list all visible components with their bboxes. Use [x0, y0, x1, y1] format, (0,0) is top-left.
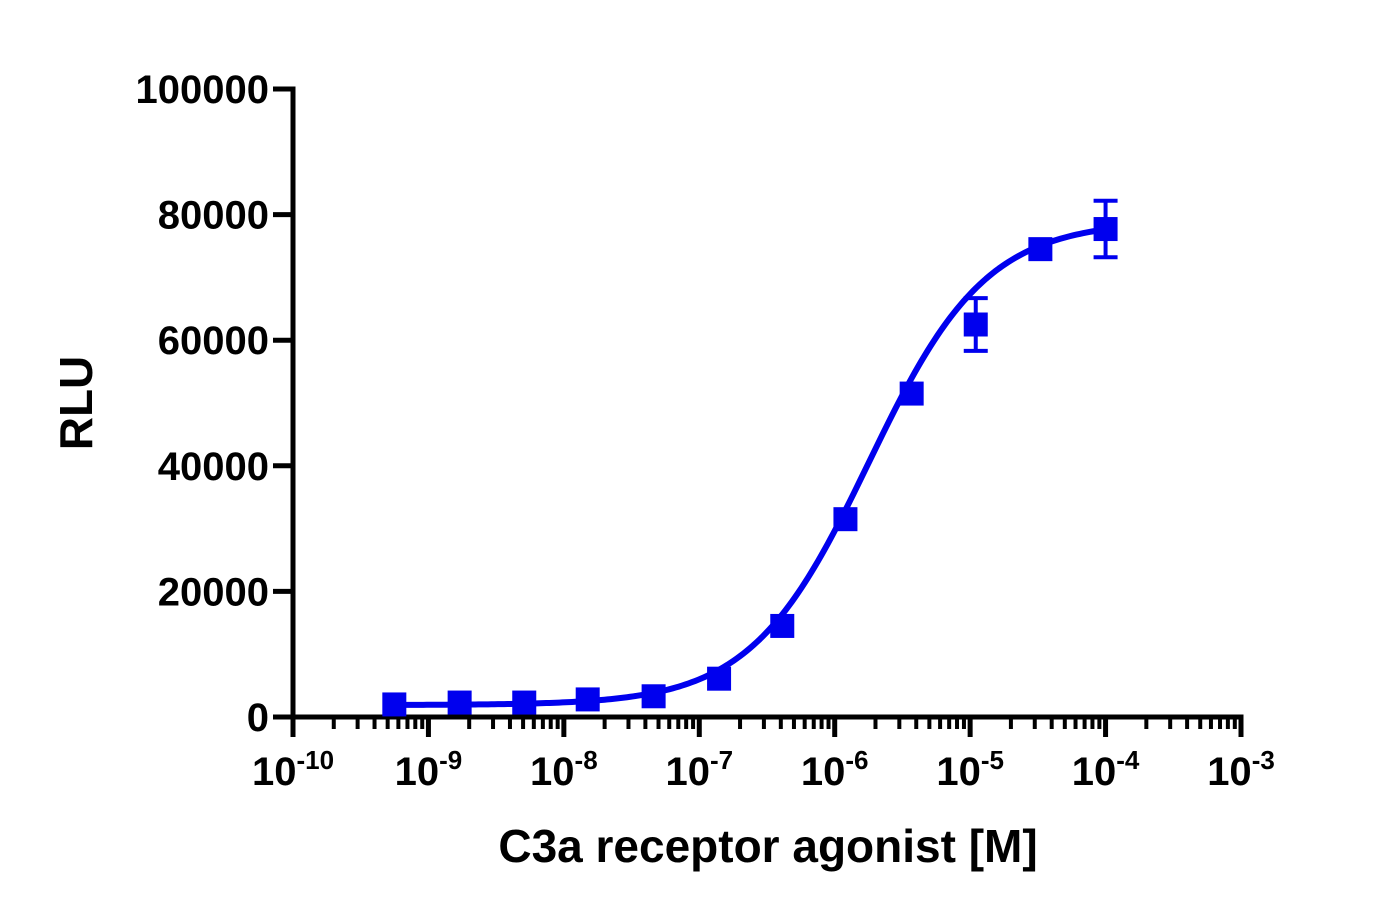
- y-tick-label: 80000: [158, 194, 269, 238]
- data-point: [382, 692, 407, 717]
- y-axis-title: RLU: [50, 356, 102, 451]
- fit-curve-layer: [391, 226, 1109, 708]
- y-tick-label: 100000: [136, 68, 269, 112]
- x-axis-title: C3a receptor agonist [M]: [498, 820, 1037, 872]
- data-point: [512, 690, 537, 715]
- data-point: [899, 381, 924, 406]
- y-tick-label: 40000: [158, 445, 269, 489]
- x-tick-label: 10-6: [801, 745, 869, 794]
- axes: 0 20000 40000 60000 80000 100000 10-10 10-9 10-8…: [136, 68, 1275, 794]
- y-tick-label: 0: [247, 696, 269, 740]
- x-tick-label: 10-10: [252, 745, 334, 794]
- x-tick-label: 10-7: [665, 745, 733, 794]
- y-tick-label: 20000: [158, 570, 269, 614]
- data-point: [1093, 217, 1118, 242]
- data-point: [575, 687, 600, 712]
- data-point: [447, 690, 472, 715]
- data-point: [963, 312, 988, 337]
- data-point: [641, 684, 666, 709]
- x-tick-label: 10-5: [936, 745, 1004, 794]
- data-point: [707, 666, 732, 691]
- x-tick-label: 10-4: [1072, 745, 1140, 794]
- data-points-layer: [382, 198, 1118, 717]
- x-tick-label: 10-3: [1207, 745, 1275, 794]
- y-tick-label: 60000: [158, 319, 269, 363]
- data-point: [1028, 237, 1053, 262]
- x-tick-label: 10-8: [530, 745, 598, 794]
- data-point: [833, 507, 858, 532]
- data-point: [770, 613, 795, 638]
- fit-curve: [391, 226, 1109, 708]
- x-tick-label: 10-9: [395, 745, 463, 794]
